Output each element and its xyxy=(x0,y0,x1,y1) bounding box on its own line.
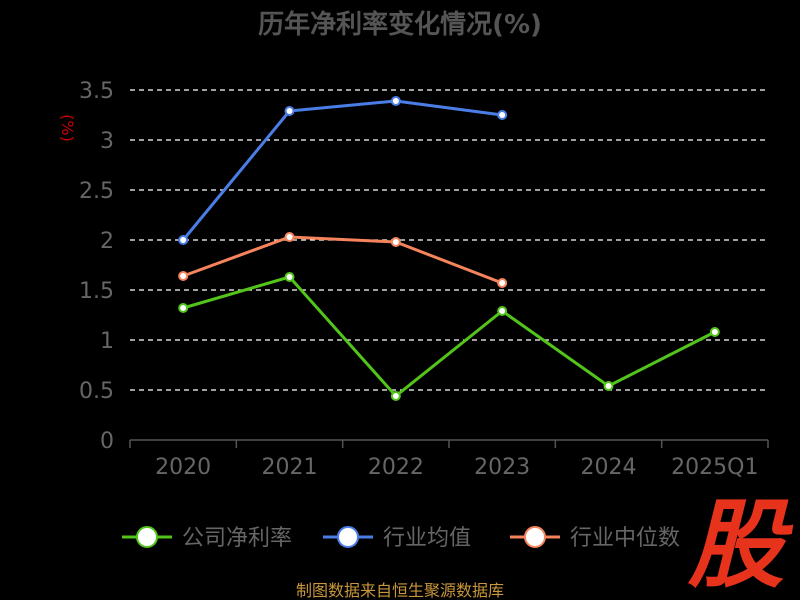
legend-marker xyxy=(337,526,359,548)
legend-marker xyxy=(524,526,546,548)
y-tick-label: 1 xyxy=(100,329,114,354)
y-tick-label: 0 xyxy=(100,429,114,454)
legend: 公司净利率 行业均值 行业中位数 xyxy=(122,526,680,551)
data-point[interactable] xyxy=(603,381,614,391)
data-point[interactable] xyxy=(390,391,401,401)
legend-item[interactable]: 行业均值 xyxy=(323,526,471,551)
y-tick-label: 3 xyxy=(100,129,114,154)
x-axis-ticks: 2020 2021 2022 2023 2024 2025Q1 xyxy=(155,455,758,480)
data-point[interactable] xyxy=(497,306,508,316)
legend-label: 公司净利率 xyxy=(182,526,292,551)
x-tick-label: 2024 xyxy=(581,455,637,480)
data-point[interactable] xyxy=(284,106,295,116)
y-tick-label: 3.5 xyxy=(79,79,114,104)
y-tick-label: 1.5 xyxy=(79,279,114,304)
x-axis xyxy=(129,439,769,448)
x-tick-label: 2021 xyxy=(262,455,318,480)
data-point[interactable] xyxy=(497,110,508,120)
data-point[interactable] xyxy=(178,235,189,245)
x-tick-label: 2025Q1 xyxy=(671,455,758,480)
grid-lines xyxy=(130,89,768,391)
legend-marker xyxy=(136,526,158,548)
y-tick-label: 0.5 xyxy=(79,379,114,404)
chart-title: 历年净利率变化情况(%) xyxy=(258,9,542,40)
data-point[interactable] xyxy=(178,271,189,281)
series-1 xyxy=(178,96,508,245)
y-axis-label: (%) xyxy=(58,114,77,142)
data-point[interactable] xyxy=(284,232,295,242)
series-0 xyxy=(178,272,720,401)
series-line xyxy=(182,235,503,285)
legend-item[interactable]: 行业中位数 xyxy=(510,526,680,551)
y-tick-label: 2 xyxy=(100,229,114,254)
data-point[interactable] xyxy=(284,272,295,282)
data-point[interactable] xyxy=(390,96,401,106)
x-tick-label: 2022 xyxy=(368,455,424,480)
data-point[interactable] xyxy=(390,237,401,247)
y-axis-ticks: 0 0.5 1 1.5 2 2.5 3 3.5 xyxy=(79,79,114,454)
series-lines xyxy=(178,96,720,401)
x-tick-label: 2020 xyxy=(155,455,211,480)
series-2 xyxy=(178,232,508,288)
data-point[interactable] xyxy=(709,327,720,337)
data-point[interactable] xyxy=(178,303,189,313)
series-line xyxy=(182,275,716,398)
series-line xyxy=(182,99,503,241)
legend-item[interactable]: 公司净利率 xyxy=(122,526,292,551)
watermark-logo: 股 xyxy=(687,489,794,600)
y-tick-label: 2.5 xyxy=(79,179,114,204)
x-tick-label: 2023 xyxy=(474,455,530,480)
legend-label: 行业均值 xyxy=(383,526,471,551)
legend-label: 行业中位数 xyxy=(570,526,680,551)
data-source-note: 制图数据来自恒生聚源数据库 xyxy=(296,581,504,600)
data-point[interactable] xyxy=(497,278,508,288)
